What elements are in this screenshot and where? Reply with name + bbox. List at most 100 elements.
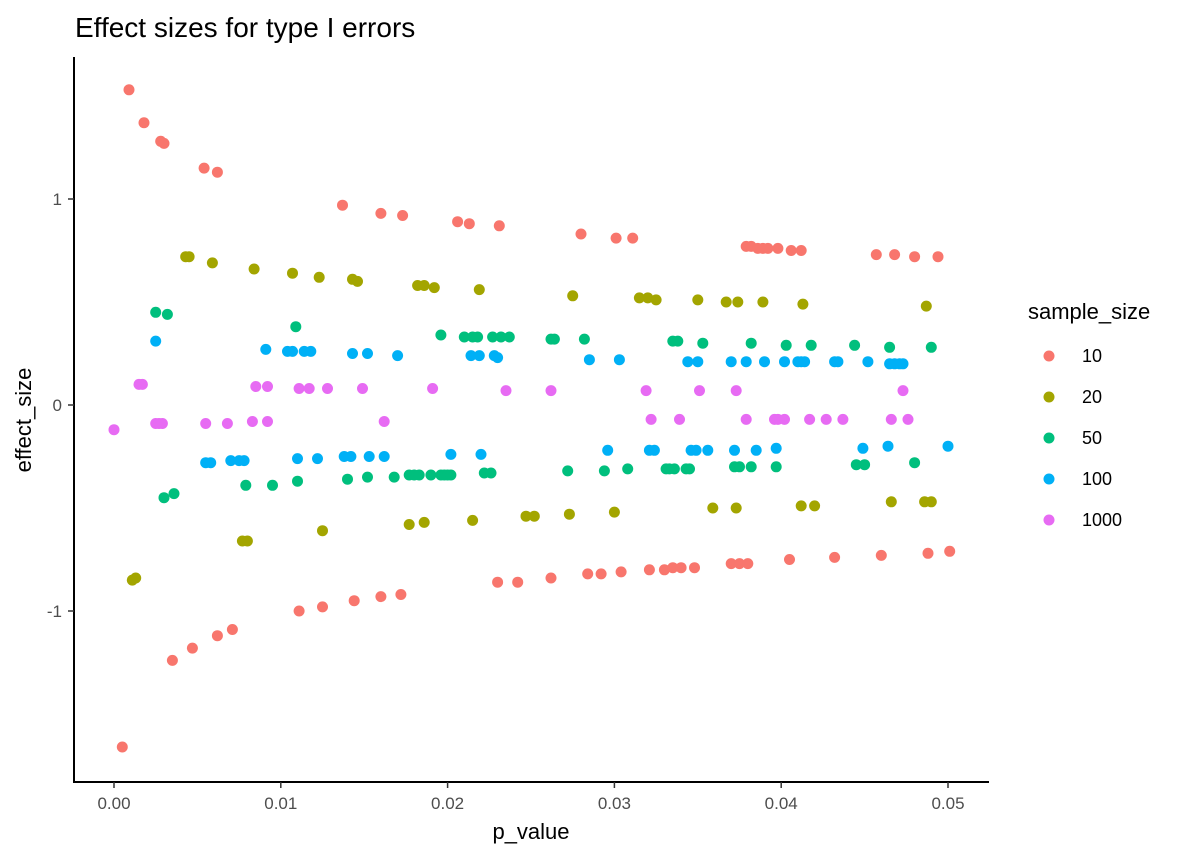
data-point: [158, 137, 170, 149]
data-point: [720, 296, 732, 308]
data-point: [211, 630, 223, 642]
data-point: [567, 290, 579, 302]
data-point: [158, 492, 170, 504]
legend-label: 1000: [1082, 510, 1122, 530]
data-point: [362, 471, 373, 483]
data-point: [902, 413, 914, 425]
data-point: [395, 589, 407, 600]
data-point: [925, 341, 937, 353]
data-point: [452, 216, 464, 228]
data-point: [885, 413, 897, 425]
data-point: [759, 356, 770, 368]
data-point: [108, 424, 120, 436]
data-point: [375, 207, 387, 219]
data-point: [445, 448, 457, 460]
data-point: [345, 451, 357, 462]
data-point: [889, 249, 901, 261]
data-point: [837, 413, 849, 425]
data-point: [352, 275, 363, 287]
data-point: [467, 514, 479, 526]
data-point: [303, 383, 315, 394]
data-point: [897, 358, 909, 370]
data-point: [293, 605, 305, 617]
data-point: [694, 385, 705, 397]
data-point: [250, 381, 262, 392]
data-point: [123, 84, 135, 96]
data-point: [832, 356, 844, 368]
data-point: [615, 566, 627, 578]
data-point: [435, 329, 447, 341]
data-point: [293, 383, 305, 394]
data-point: [183, 251, 195, 263]
data-point: [240, 479, 252, 491]
data-point: [186, 642, 198, 654]
data-point: [740, 413, 752, 425]
legend-key: [1043, 391, 1055, 403]
data-point: [642, 292, 654, 304]
data-point: [116, 741, 128, 753]
data-point: [458, 331, 470, 343]
data-point: [734, 558, 745, 570]
chart-title: Effect sizes for type I errors: [75, 12, 415, 43]
data-point: [463, 218, 475, 230]
data-point: [168, 488, 180, 500]
data-point: [342, 473, 353, 485]
data-point: [427, 383, 439, 394]
data-point: [820, 413, 832, 425]
legend-label: 50: [1082, 428, 1102, 448]
data-point: [697, 337, 709, 349]
data-point: [859, 459, 871, 471]
data-point: [388, 471, 400, 483]
data-point: [428, 282, 440, 294]
x-tick-label: 0.01: [264, 794, 297, 813]
data-point: [650, 294, 662, 306]
data-point: [362, 348, 373, 359]
data-point: [562, 465, 574, 477]
data-point: [205, 457, 217, 469]
data-point: [885, 496, 897, 508]
data-point: [548, 333, 560, 345]
legend-title: sample_size: [1028, 299, 1150, 324]
data-point: [674, 413, 685, 425]
data-point: [392, 350, 404, 362]
data-point: [260, 343, 272, 355]
data-point: [909, 457, 921, 469]
data-point: [292, 453, 303, 465]
x-axis-ticks: 0.00 0.01 0.02 0.03 0.04 0.05: [97, 782, 965, 813]
data-point: [337, 199, 348, 211]
data-point: [745, 337, 757, 349]
data-point: [595, 568, 607, 580]
data-point: [375, 591, 387, 603]
data-point: [725, 558, 737, 570]
x-tick-label: 0.05: [931, 794, 964, 813]
legend-items: 10 20 50 100 1000: [1043, 346, 1122, 530]
data-point: [221, 418, 233, 429]
x-tick-label: 0.03: [598, 794, 631, 813]
data-point: [762, 242, 774, 254]
data-point: [248, 263, 260, 275]
x-tick-label: 0.00: [97, 794, 130, 813]
data-point: [633, 292, 645, 304]
data-point: [292, 475, 303, 487]
data-point: [932, 251, 944, 263]
data-point: [804, 413, 816, 425]
data-point: [485, 467, 497, 479]
data-point: [287, 267, 298, 279]
data-point: [809, 500, 821, 512]
data-point: [348, 595, 360, 607]
legend-label: 10: [1082, 346, 1102, 366]
data-point: [317, 601, 328, 613]
data-point: [675, 562, 687, 574]
data-point: [418, 280, 430, 291]
data-point: [582, 568, 594, 580]
data-point: [643, 564, 655, 576]
data-point: [608, 506, 620, 518]
data-point: [692, 356, 704, 368]
data-point: [740, 356, 752, 368]
data-point: [942, 440, 954, 452]
data-point: [246, 416, 258, 427]
data-point: [492, 352, 504, 364]
data-point: [241, 535, 253, 547]
y-axis-ticks: -1 0 1: [47, 190, 74, 621]
